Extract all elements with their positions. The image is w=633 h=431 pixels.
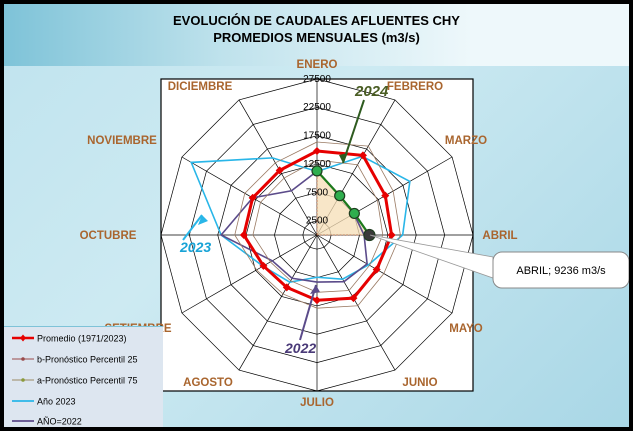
svg-text:2022: 2022 (284, 340, 316, 356)
svg-text:MARZO: MARZO (445, 135, 487, 147)
svg-text:DICIEMBRE: DICIEMBRE (168, 81, 233, 93)
svg-text:FEBRERO: FEBRERO (387, 81, 443, 93)
svg-text:b-Pronóstico Percentil 25: b-Pronóstico Percentil 25 (37, 354, 138, 364)
svg-text:7500: 7500 (306, 188, 329, 199)
svg-text:JULIO: JULIO (300, 397, 334, 409)
svg-text:OCTUBRE: OCTUBRE (80, 230, 137, 242)
svg-text:Año 2023: Año 2023 (37, 396, 76, 406)
svg-text:2500: 2500 (306, 216, 329, 227)
svg-text:AGOSTO: AGOSTO (183, 377, 233, 389)
svg-text:2024: 2024 (354, 83, 389, 100)
svg-text:17500: 17500 (303, 131, 331, 142)
svg-text:NOVIEMBRE: NOVIEMBRE (87, 135, 157, 147)
svg-text:27500: 27500 (303, 74, 331, 85)
svg-text:ABRIL; 9236 m3/s: ABRIL; 9236 m3/s (516, 265, 606, 277)
svg-text:JUNIO: JUNIO (402, 377, 437, 389)
svg-text:ABRIL: ABRIL (482, 230, 517, 242)
svg-text:ENERO: ENERO (297, 59, 338, 71)
svg-text:MAYO: MAYO (449, 323, 482, 335)
svg-text:a-Pronóstico Percentil 75: a-Pronóstico Percentil 75 (37, 375, 138, 385)
svg-text:Promedio (1971/2023): Promedio (1971/2023) (37, 333, 127, 343)
svg-text:AÑO=2022: AÑO=2022 (37, 416, 82, 426)
svg-text:22500: 22500 (303, 102, 331, 113)
svg-text:2023: 2023 (179, 239, 211, 255)
